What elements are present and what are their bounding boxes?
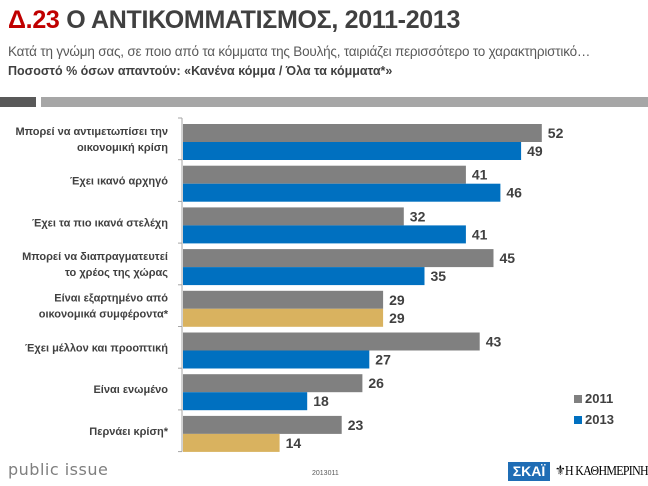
data-label-2011: 32 [410,208,426,224]
bar-2011 [183,332,480,351]
category-label: Έχει ικανό αρχηγό [70,176,168,188]
legend-swatch-2013 [574,416,582,424]
data-label-2013: 18 [313,393,329,409]
category-label: Είναι εξαρτημένο από [54,293,168,305]
bar-2013 [183,267,425,286]
bar-2011 [183,249,494,268]
separator-light [41,97,648,107]
question-text: Κατά τη γνώμη σας, σε ποιο από τα κόμματ… [8,44,591,59]
kathimerini-text: Η ΚΑΘΗΜΕΡΙΝΗ [565,464,648,479]
bar-2011 [183,124,542,142]
bar-2011 [183,374,363,393]
category-label: Έχει τα πιο ικανά στελέχη [32,217,168,229]
chart-code: Δ.23 [8,6,60,34]
category-label: Μπορεί να αντιμετωπίσει την [15,126,168,138]
kathimerini-logo: ⚜Η ΚΑΘΗΜΕΡΙΝΗ [555,462,648,481]
measure-description: Ποσοστό % όσων απαντούν: «Κανένα κόμμα /… [8,64,393,78]
separator-dark [0,97,36,107]
data-label-2011: 29 [389,292,405,308]
category-label: Έχει μέλλον και προοπτική [25,342,168,354]
legend-label-2013: 2013 [585,412,614,427]
chart-title: Ο ΑΝΤΙΚΟΜΜΑΤΙΣΜΟΣ, 2011-2013 [66,6,461,34]
data-label-2013: 46 [506,185,522,201]
bar-2011 [183,207,404,226]
page-title: Δ.23 Ο ΑΝΤΙΚΟΜΜΑΤΙΣΜΟΣ, 2011-2013 [8,6,460,35]
category-label: Είναι ενωμένο [93,384,168,396]
data-label-2011: 41 [472,167,488,183]
kathimerini-emblem-icon: ⚜ [555,464,566,479]
bar-2013 [183,433,280,452]
data-label-2013: 29 [389,310,405,326]
data-label-2011: 23 [348,417,364,433]
data-label-2011: 43 [486,334,502,350]
bar-2011 [183,415,342,434]
category-label: το χρέος της χώρας [65,267,168,279]
bar-2013 [183,350,370,369]
bar-2013 [183,392,308,411]
bar-2013 [183,142,522,160]
data-label-2011: 52 [548,125,564,141]
data-label-2011: 26 [368,375,384,391]
survey-code: 2013011 [312,470,339,477]
category-label: οικονομικά συμφέροντα* [39,309,169,321]
category-label: Περνάει κρίση* [89,426,168,438]
legend-swatch-2011 [574,395,582,403]
bar-2013 [183,183,501,202]
category-label: Μπορεί να διαπραγματευτεί [22,251,168,263]
bar-2013 [183,225,466,244]
data-label-2013: 35 [431,268,447,284]
legend-label-2011: 2011 [585,391,613,406]
skai-logo: ΣΚΑΪ [508,462,550,481]
data-label-2013: 49 [527,143,543,159]
bar-2011 [183,165,466,184]
data-label-2013: 14 [286,435,302,451]
data-label-2011: 45 [500,250,516,266]
public-issue-logo: public issue [8,460,109,479]
category-label: οικονομική κρίση [77,142,168,154]
bar-2013 [183,308,384,327]
data-label-2013: 41 [472,226,488,242]
data-label-2013: 27 [375,352,391,368]
bar-2011 [183,290,384,309]
